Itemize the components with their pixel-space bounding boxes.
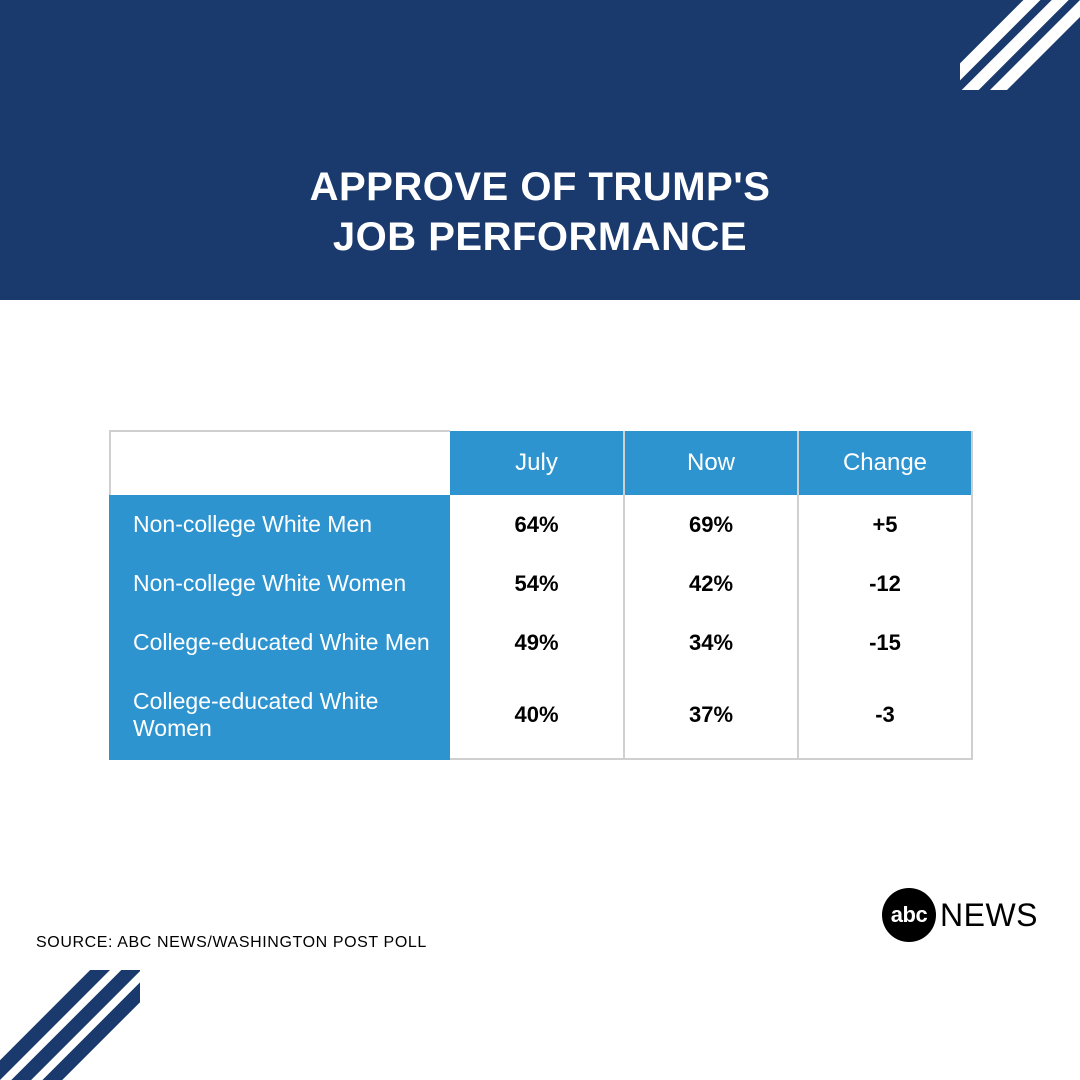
col-header-now: Now bbox=[624, 431, 798, 495]
cell-now: 42% bbox=[624, 554, 798, 613]
table-row: Non-college White Men 64% 69% +5 bbox=[110, 495, 972, 554]
cell-july: 54% bbox=[450, 554, 624, 613]
poll-table: July Now Change Non-college White Men 64… bbox=[109, 430, 973, 760]
cell-change: -12 bbox=[798, 554, 972, 613]
cell-now: 34% bbox=[624, 613, 798, 672]
title-line-2: JOB PERFORMANCE bbox=[310, 212, 771, 262]
cell-july: 64% bbox=[450, 495, 624, 554]
table-row: Non-college White Women 54% 42% -12 bbox=[110, 554, 972, 613]
cell-july: 40% bbox=[450, 672, 624, 759]
row-label: College-educated White Women bbox=[110, 672, 450, 759]
table-header-row: July Now Change bbox=[110, 431, 972, 495]
corner-stripes-bottom-left bbox=[0, 970, 140, 1080]
cell-change: -15 bbox=[798, 613, 972, 672]
cell-july: 49% bbox=[450, 613, 624, 672]
cell-change: -3 bbox=[798, 672, 972, 759]
poll-table-wrap: July Now Change Non-college White Men 64… bbox=[109, 430, 971, 760]
infographic-page: APPROVE OF TRUMP'S JOB PERFORMANCE bbox=[0, 0, 1080, 1080]
abc-logo-text: NEWS bbox=[940, 897, 1038, 934]
page-title: APPROVE OF TRUMP'S JOB PERFORMANCE bbox=[310, 162, 771, 262]
row-label: Non-college White Women bbox=[110, 554, 450, 613]
source-line: SOURCE: ABC NEWS/WASHINGTON POST POLL bbox=[36, 934, 427, 952]
col-header-july: July bbox=[450, 431, 624, 495]
row-label: College-educated White Men bbox=[110, 613, 450, 672]
abc-news-logo: abc NEWS bbox=[882, 888, 1038, 942]
cell-change: +5 bbox=[798, 495, 972, 554]
cell-now: 37% bbox=[624, 672, 798, 759]
cell-now: 69% bbox=[624, 495, 798, 554]
table-row: College-educated White Men 49% 34% -15 bbox=[110, 613, 972, 672]
title-line-1: APPROVE OF TRUMP'S bbox=[310, 162, 771, 212]
row-label: Non-college White Men bbox=[110, 495, 450, 554]
table-header-blank bbox=[110, 431, 450, 495]
header-band: APPROVE OF TRUMP'S JOB PERFORMANCE bbox=[0, 0, 1080, 300]
table-row: College-educated White Women 40% 37% -3 bbox=[110, 672, 972, 759]
col-header-change: Change bbox=[798, 431, 972, 495]
abc-logo-ball-icon: abc bbox=[882, 888, 936, 942]
